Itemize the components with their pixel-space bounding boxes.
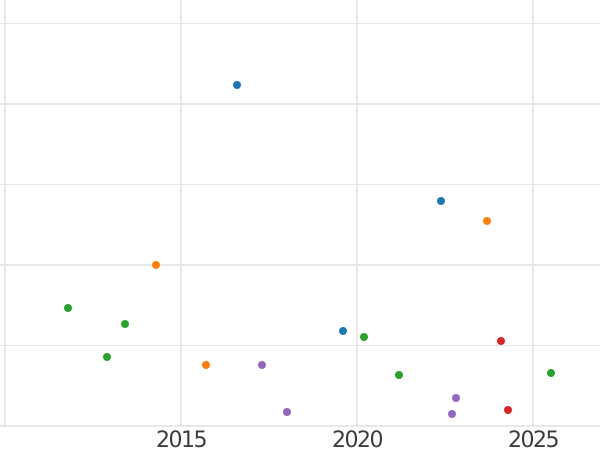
x-tick-label: 2015 — [156, 428, 208, 450]
x-gridline — [4, 0, 6, 426]
y-gridline — [0, 344, 600, 347]
data-point-green — [546, 368, 555, 377]
data-point-blue — [437, 196, 446, 205]
data-point-green — [64, 303, 73, 312]
x-gridline — [180, 0, 182, 426]
data-point-green — [103, 352, 112, 361]
data-point-orange — [483, 216, 492, 225]
data-point-purple — [448, 409, 457, 418]
data-point-green — [395, 371, 404, 380]
data-point-purple — [282, 408, 291, 417]
data-point-red — [504, 405, 513, 414]
y-gridline — [0, 264, 600, 266]
y-gridline — [0, 103, 600, 105]
data-point-red — [497, 336, 506, 345]
x-tick-label: 2025 — [508, 428, 560, 450]
x-gridline — [356, 0, 358, 426]
data-point-purple — [451, 393, 460, 402]
data-point-purple — [257, 360, 266, 369]
data-point-green — [360, 333, 369, 342]
data-point-blue — [233, 80, 242, 89]
y-gridline — [0, 183, 600, 186]
data-point-green — [120, 319, 129, 328]
y-gridline — [0, 22, 600, 25]
plot-area — [0, 0, 600, 427]
data-point-orange — [201, 360, 210, 369]
x-tick-label: 2020 — [332, 428, 384, 450]
data-point-orange — [152, 261, 161, 269]
y-gridline — [0, 425, 600, 427]
x-gridline — [532, 0, 534, 426]
data-point-blue — [338, 327, 347, 335]
